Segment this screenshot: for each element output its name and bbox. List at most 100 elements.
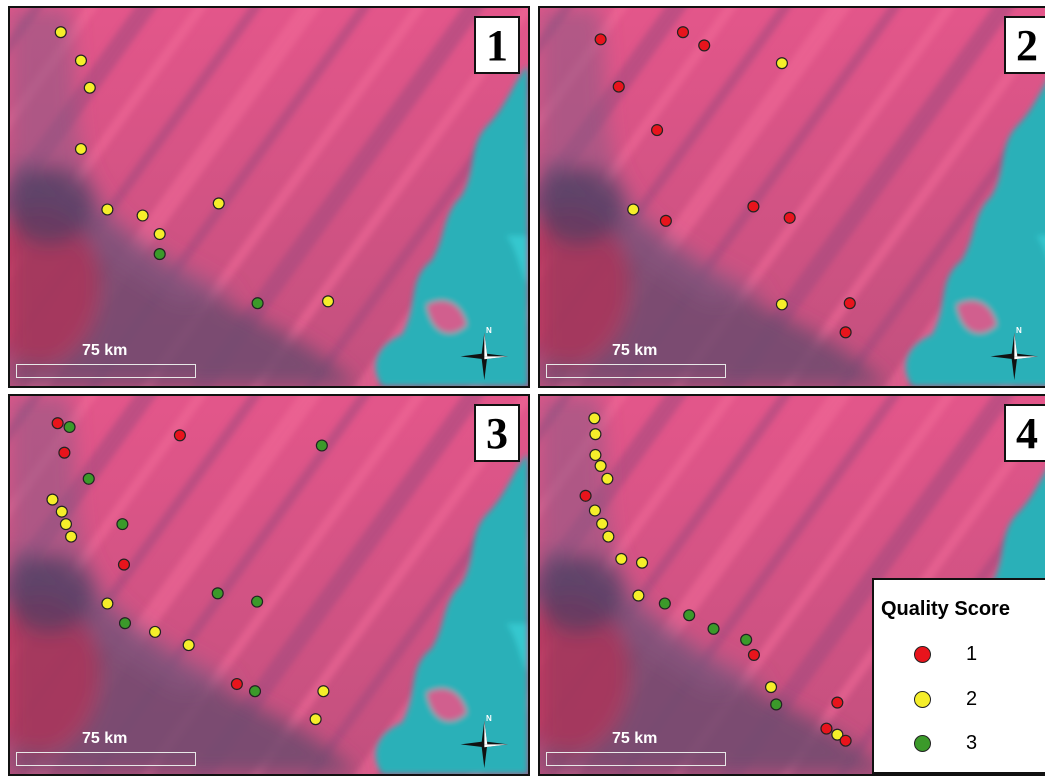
quality-point-score-1 [612,80,625,93]
quality-point-score-3 [770,698,783,711]
quality-point-score-2 [101,203,114,216]
quality-point-score-3 [315,439,328,452]
quality-point-score-2 [101,597,114,610]
quality-point-score-3 [118,617,132,630]
quality-point-score-2 [83,81,96,94]
scale-bar [546,364,726,378]
quality-point-score-2 [831,728,844,741]
quality-point-score-2 [594,459,607,472]
quality-point-score-2 [596,517,609,530]
north-label: N [486,714,492,723]
north-label: N [486,326,492,335]
scale-bar [16,752,196,766]
quality-point-score-2 [627,203,640,216]
panel-number-label: 3 [474,404,520,462]
quality-point-score-3 [153,248,166,261]
quality-point-score-2 [602,530,615,543]
north-arrow-icon [990,332,1039,381]
quality-point-score-1 [173,429,186,442]
quality-point-score-2 [321,295,335,308]
quality-point-score-1 [783,211,796,224]
quality-point-score-2 [54,26,67,39]
quality-point-score-2 [65,530,78,543]
quality-point-score-2 [55,505,68,518]
quality-point-score-2 [588,412,601,425]
quality-point-score-1 [651,124,664,137]
quality-point-score-1 [839,734,852,747]
quality-point-score-2 [136,209,149,222]
quality-point-score-3 [248,685,262,698]
north-arrow-icon [460,720,509,769]
quality-point-score-1 [51,417,64,430]
quality-point-score-1 [820,722,833,735]
quality-point-score-2 [153,228,166,241]
legend-label: 1 [966,643,978,665]
quality-point-score-2 [309,713,322,726]
quality-point-score-1 [659,214,672,227]
legend-dot-red [914,646,931,663]
quality-point-score-3 [116,518,129,531]
quality-point-score-2 [317,685,330,698]
quality-point-score-3 [658,597,671,610]
quality-point-score-1 [843,297,856,310]
satellite-image [10,8,528,386]
quality-point-score-1 [117,558,131,571]
quality-point-score-1 [747,648,760,661]
quality-point-score-1 [831,696,844,709]
scale-bar-label: 75 km [612,730,658,747]
quality-point-score-1 [839,326,852,339]
quality-point-score-2 [601,472,614,485]
quality-point-score-2 [632,589,645,602]
quality-point-score-3 [211,587,224,600]
scale-bar [16,364,196,378]
quality-point-score-3 [683,609,696,622]
scale-bar-label: 75 km [82,342,128,359]
quality-point-score-1 [676,26,690,39]
quality-point-score-2 [588,504,601,517]
quality-point-score-3 [740,633,753,646]
quality-point-score-1 [230,677,243,691]
quality-point-score-2 [212,197,225,210]
legend-dot-yellow [914,691,931,708]
quality-point-score-1 [594,33,607,46]
quality-point-score-2 [589,428,602,441]
quality-point-score-2 [775,57,788,70]
panel-number-label: 2 [1004,16,1045,74]
quality-point-score-1 [58,446,71,459]
legend-label: 3 [966,732,978,754]
north-arrow-icon [460,332,509,381]
map-panel-2: 2 75 km N [538,6,1045,388]
panel-number-label: 4 [1004,404,1045,462]
quality-point-score-1 [579,489,592,502]
quality-point-score-2 [46,493,59,506]
legend-dot-green [914,735,931,752]
quality-point-score-3 [82,472,95,485]
quality-point-score-1 [698,39,711,52]
quality-point-score-1 [747,200,760,213]
quality-point-score-2 [635,556,649,569]
quality-point-score-2 [148,625,162,638]
satellite-image [540,8,1045,386]
quality-point-score-2 [74,142,88,156]
quality-point-score-2 [775,298,788,311]
map-panel-1: 1 75 km N [8,6,530,388]
quality-point-score-2 [59,518,72,531]
satellite-image [10,396,528,774]
legend-label: 2 [966,688,978,710]
scale-bar-label: 75 km [82,730,128,747]
scale-bar [546,752,726,766]
north-label: N [1016,326,1022,335]
map-panel-3: 3 75 km N [8,394,530,776]
quality-point-score-3 [251,595,264,608]
quality-point-score-2 [589,448,602,462]
quality-point-score-3 [707,622,720,635]
scale-bar-label: 75 km [612,342,658,359]
panel-number-label: 1 [474,16,520,74]
legend-title: Quality Score [881,598,1010,620]
quality-point-score-2 [764,681,778,694]
quality-score-legend: Quality Score 1 2 3 [872,578,1045,774]
quality-point-score-2 [615,552,628,565]
quality-point-score-2 [74,54,88,67]
quality-point-score-2 [182,639,195,652]
quality-point-score-3 [251,297,264,310]
